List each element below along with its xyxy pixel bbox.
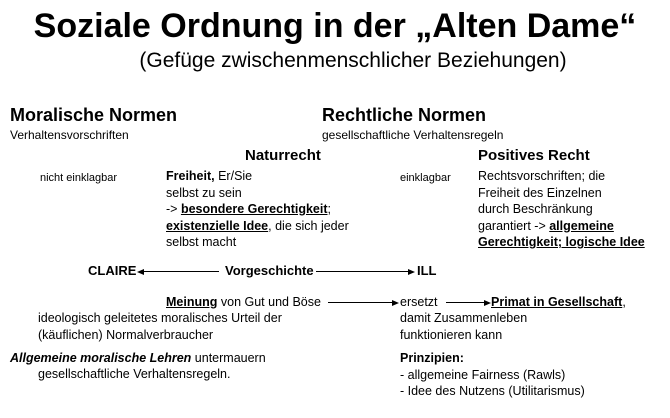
- prinzipien: Prinzipien: - allgemeine Fairness (Rawls…: [400, 350, 585, 400]
- logische-idee: Gerechtigkeit; logische Idee: [478, 235, 645, 249]
- meinung: Meinung: [166, 295, 218, 309]
- text: von Gut und Böse: [217, 295, 321, 309]
- text: durch Beschränkung: [478, 202, 593, 216]
- list-item: - allgemeine Fairness (Rawls): [400, 367, 566, 382]
- page-title: Soziale Ordnung in der „Alten Dame“: [33, 7, 637, 45]
- text: Er/Sie: [214, 169, 253, 183]
- arrow-line: [446, 302, 484, 303]
- nicht-einklagbar-label: nicht einklagbar: [40, 172, 118, 184]
- moral-norms-sub: Verhaltensvorschriften: [10, 128, 129, 142]
- lehren-line: Allgemeine moralische Lehren untermauern: [10, 350, 266, 367]
- meinung-desc: ideologisch geleitetes moralisches Urtei…: [38, 310, 282, 343]
- primat: Primat in Gesellschaft: [491, 295, 623, 309]
- allgemeine: allgemeine: [549, 218, 614, 233]
- text: selbst macht: [166, 235, 237, 249]
- claire-label: CLAIRE: [88, 263, 137, 278]
- meinung-line: Meinung von Gut und Böse: [166, 294, 321, 311]
- freiheit: Freiheit,: [166, 169, 215, 183]
- text: funktionieren kann: [400, 327, 503, 342]
- besondere-gerechtigkeit: besondere Gerechtigkeit: [180, 202, 328, 216]
- existenzielle-idee: existenzielle Idee: [166, 218, 269, 233]
- legal-norms-heading: Rechtliche Normen: [322, 105, 487, 125]
- naturrecht-heading: Naturrecht: [245, 147, 321, 164]
- legal-norms-sub: gesellschaftliche Verhaltensregeln: [322, 128, 504, 142]
- primat-desc: damit Zusammenleben funktionieren kann: [400, 310, 527, 343]
- einklagbar-label: einklagbar: [400, 172, 451, 184]
- moral-norms-heading: Moralische Normen: [10, 105, 178, 125]
- positives-recht-heading: Positives Recht: [478, 147, 590, 164]
- vorgeschichte-label: Vorgeschichte: [225, 263, 314, 278]
- text: damit Zusammenleben: [400, 311, 528, 325]
- text: Rechtsvorschriften; die: [478, 169, 606, 183]
- arrow-right-icon: [392, 300, 399, 306]
- arrow-line: [316, 271, 408, 272]
- positives-text: Rechtsvorschriften; die Freiheit des Ein…: [478, 168, 645, 251]
- allgemeine-lehren: Allgemeine moralische Lehren: [10, 351, 192, 365]
- ersetzt: ersetzt: [400, 295, 438, 309]
- primat-line: Primat in Gesellschaft,: [491, 294, 626, 311]
- text: selbst zu sein: [166, 185, 242, 200]
- text: (käuflichen) Normalverbraucher: [38, 327, 214, 342]
- page-subtitle: (Gefüge zwischenmenschlicher Beziehungen…: [139, 49, 567, 72]
- ill-label: ILL: [417, 263, 437, 278]
- arrow-line: [328, 302, 392, 303]
- text: , die sich jeder: [268, 218, 349, 233]
- text: untermauern: [191, 351, 266, 365]
- arrow-line: [143, 271, 219, 272]
- arrow-left-icon: [137, 269, 144, 275]
- list-item: - Idee des Nutzens (Utilitarismus): [400, 384, 585, 398]
- prinzipien-heading: Prinzipien:: [400, 351, 464, 365]
- lehren-line2: gesellschaftliche Verhaltensregeln.: [38, 367, 231, 381]
- naturrecht-text: Freiheit, Er/Sie selbst zu sein -> beson…: [166, 168, 349, 251]
- text: ->: [166, 202, 181, 216]
- text: garantiert ->: [478, 218, 550, 233]
- arrow-right-icon: [408, 269, 415, 275]
- arrow-right-icon: [484, 300, 491, 306]
- text: Freiheit des Einzelnen: [478, 185, 602, 200]
- text: ,: [622, 295, 626, 309]
- text: ;: [327, 202, 331, 216]
- text: ideologisch geleitetes moralisches Urtei…: [38, 311, 282, 325]
